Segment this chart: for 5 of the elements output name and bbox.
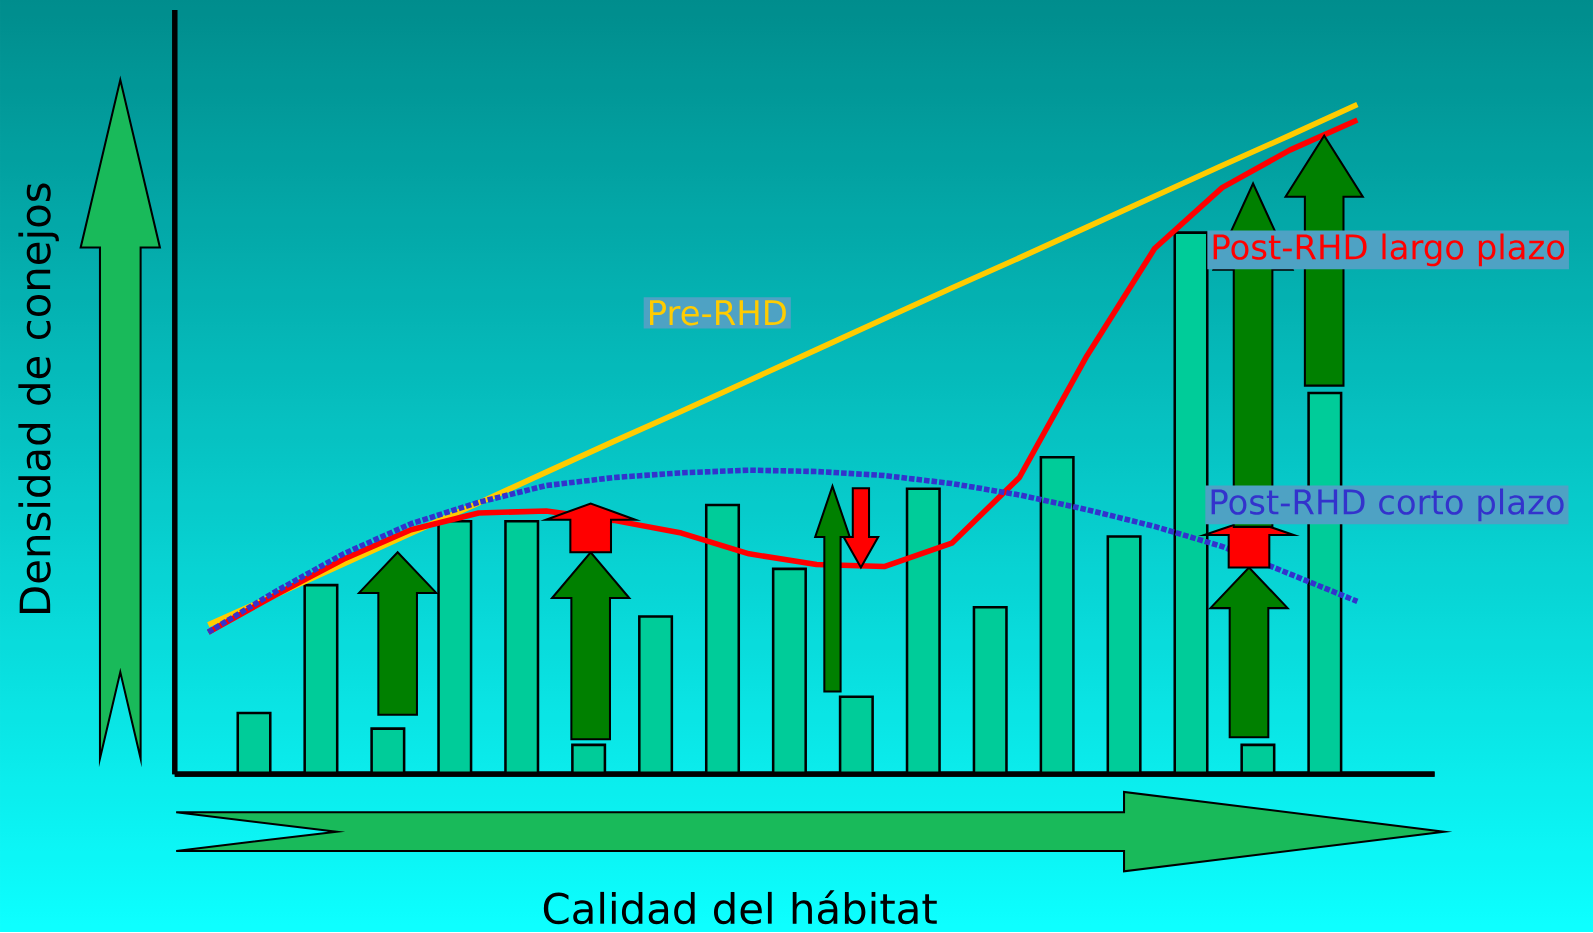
y-axis-title: Densidad de conejos: [18, 183, 59, 614]
series-label: Post-RHD corto plazo: [1211, 488, 1564, 522]
series-label: Post-RHD largo plazo: [1213, 233, 1565, 267]
series-label: Pre-RHD: [650, 300, 786, 326]
x-axis-title: Calidad del hábitat: [543, 890, 937, 925]
